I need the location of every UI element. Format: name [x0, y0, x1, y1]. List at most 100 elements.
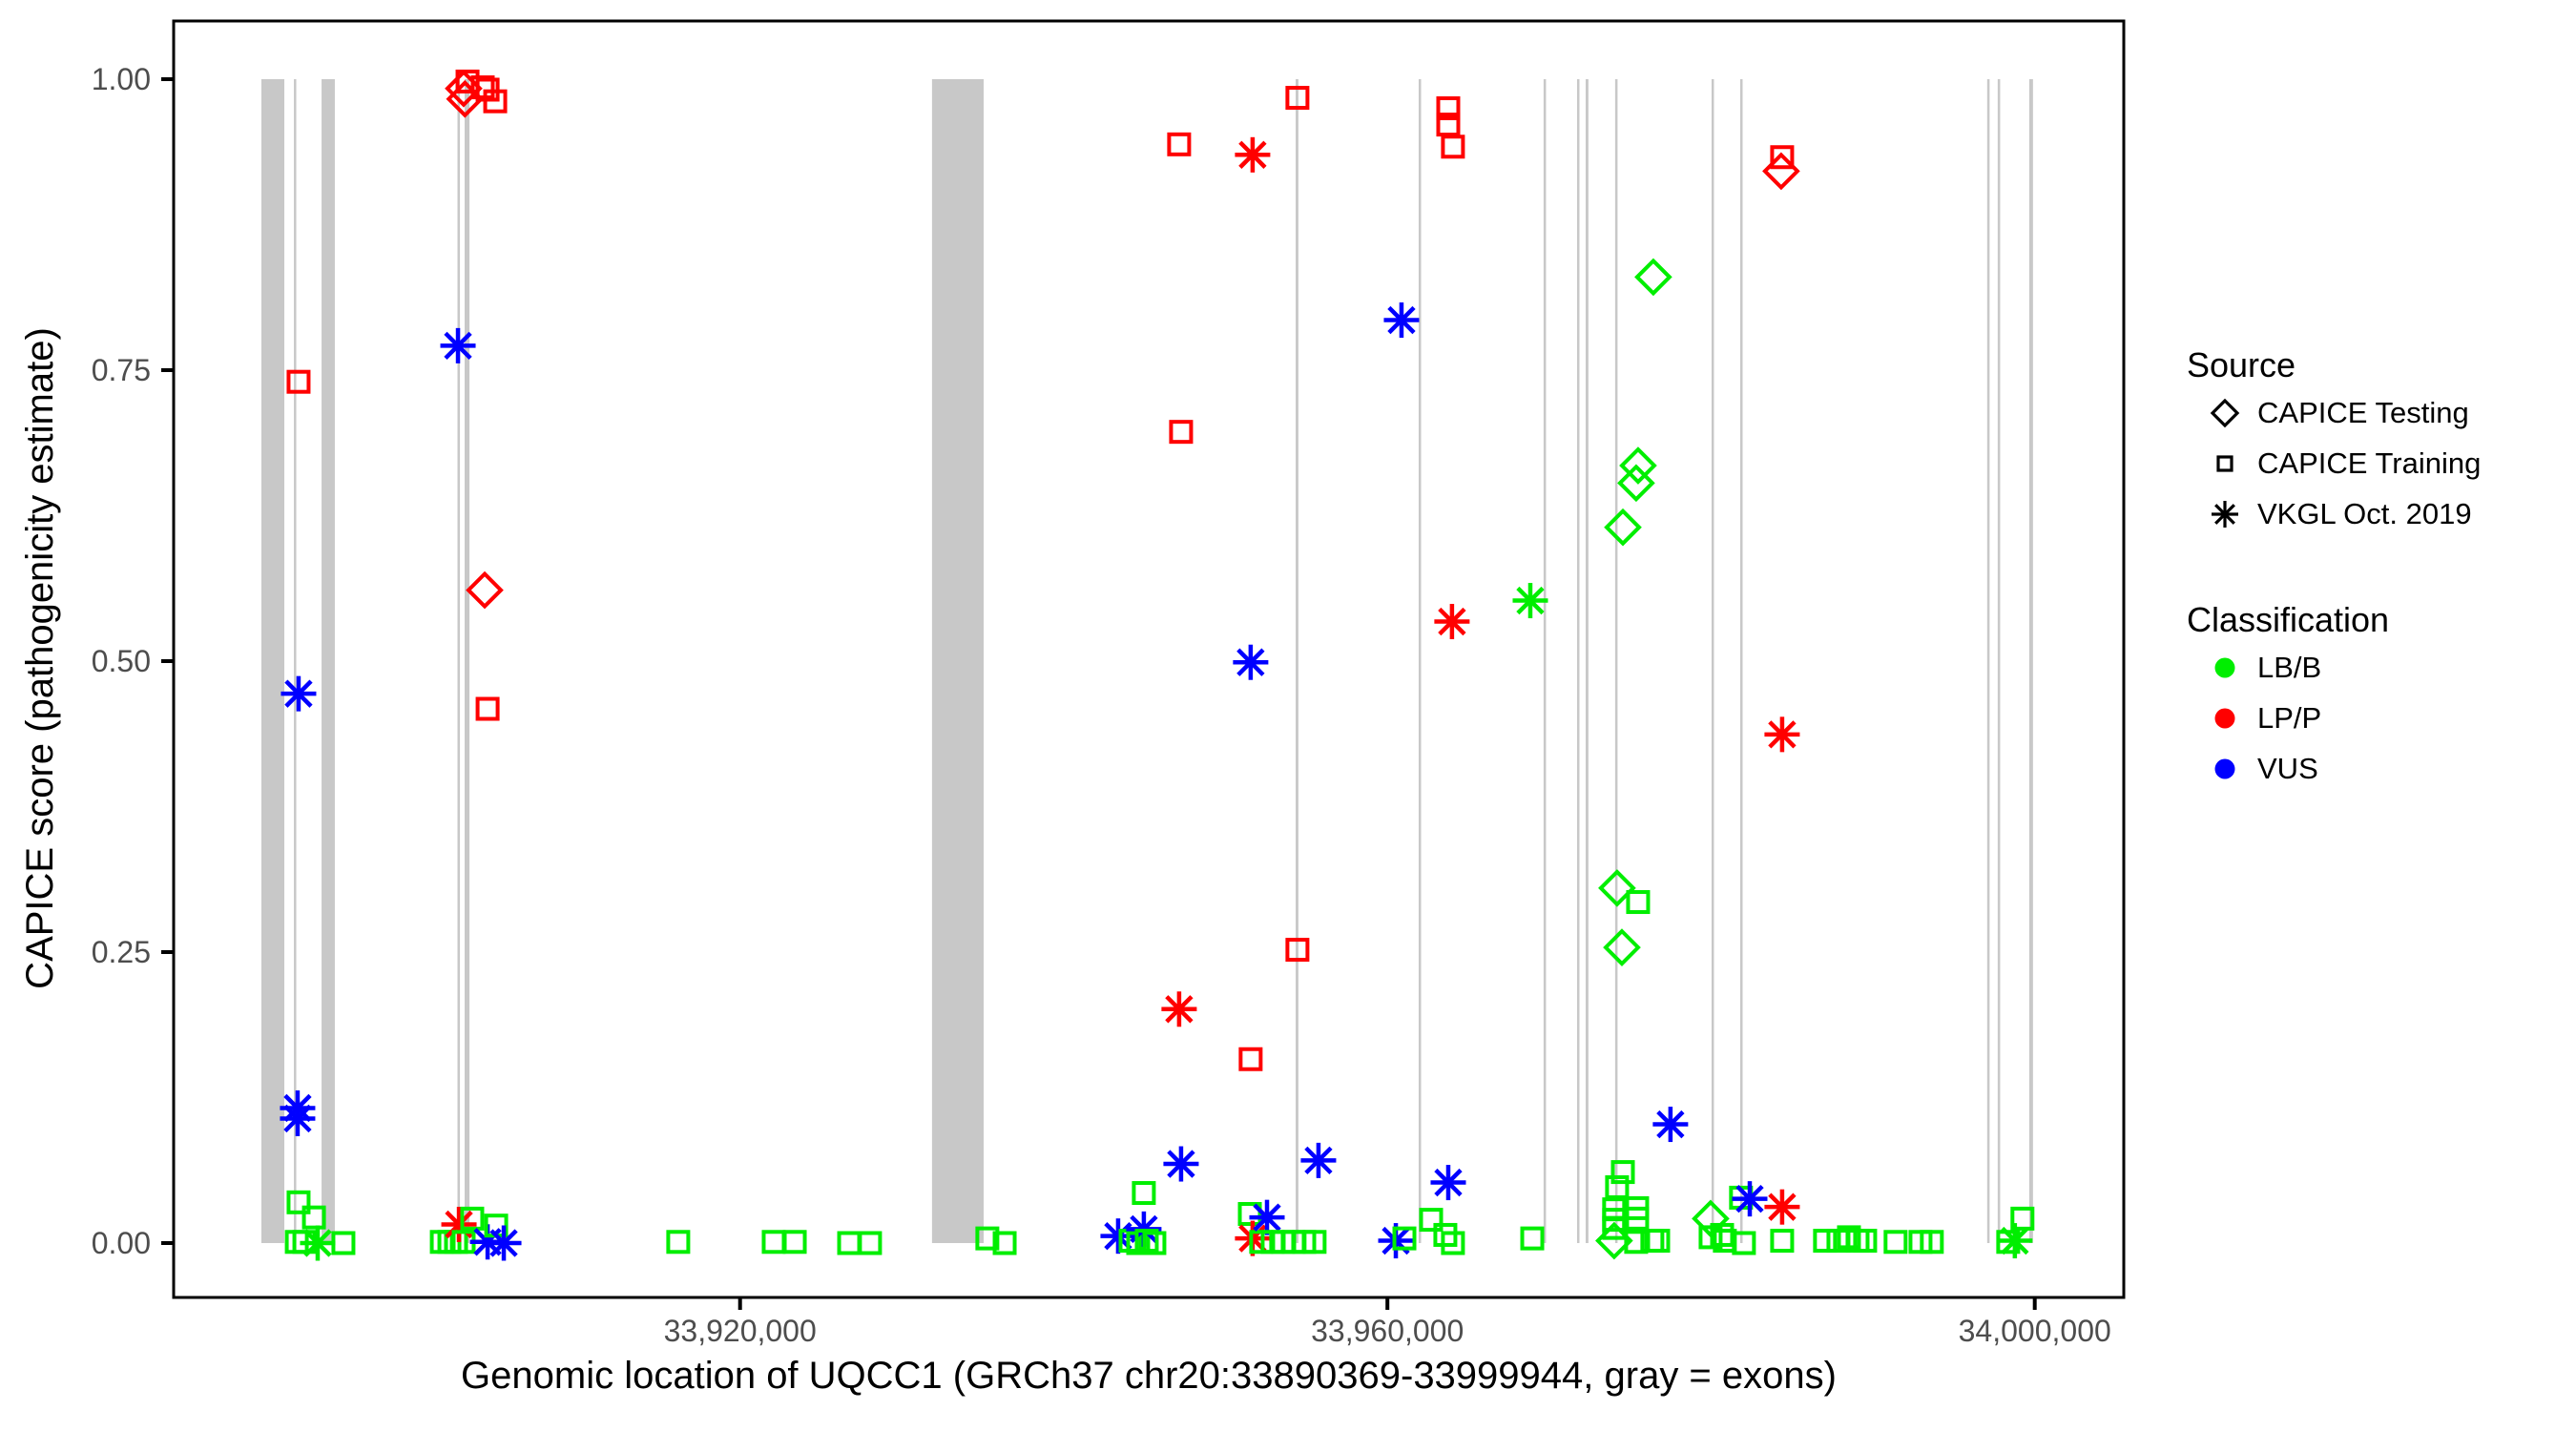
point-square — [1441, 1231, 1465, 1255]
point-square — [1626, 890, 1651, 915]
exon-bar — [464, 79, 470, 1243]
exon-bar — [1296, 79, 1298, 1243]
y-tick-label: 0.50 — [92, 644, 151, 678]
point-square — [301, 1205, 326, 1230]
exon-bar — [1997, 79, 2001, 1243]
point-diamond — [1634, 258, 1672, 297]
blue-dot-icon — [2214, 758, 2235, 778]
point-square — [782, 1230, 807, 1255]
point-asterisk — [1383, 302, 1420, 339]
point-asterisk — [441, 1206, 477, 1242]
y-tick-label: 0.75 — [92, 353, 151, 387]
exon-bar — [1418, 79, 1422, 1243]
point-diamond — [1598, 869, 1636, 907]
legend-label: VKGL Oct. 2019 — [2257, 496, 2472, 530]
point-square — [1436, 113, 1461, 137]
point-square — [1169, 420, 1194, 445]
point-square — [1419, 1208, 1444, 1233]
point-square — [1732, 1231, 1756, 1255]
asterisk-icon — [2212, 500, 2238, 528]
point-asterisk — [280, 1100, 316, 1136]
legend-label: VUS — [2257, 751, 2318, 785]
point-square — [1132, 1181, 1156, 1206]
legend-label: CAPICE Training — [2257, 446, 2482, 480]
x-tick-label: 33,960,000 — [1311, 1314, 1464, 1348]
point-asterisk — [1652, 1107, 1689, 1143]
point-asterisk — [1732, 1181, 1768, 1217]
point-asterisk — [1249, 1199, 1285, 1235]
point-square — [1602, 1215, 1627, 1240]
point-square — [1813, 1229, 1838, 1254]
point-square — [286, 369, 311, 394]
legend-label: LB/B — [2257, 650, 2322, 684]
exon-bar — [260, 79, 285, 1243]
exon-bar — [1585, 79, 1589, 1243]
legend: Source CAPICE Testing CAPICE Training — [2187, 343, 2568, 794]
point-asterisk — [300, 1225, 336, 1261]
point-square — [1237, 1202, 1262, 1226]
y-axis-title: CAPICE score (pathogenicity estimate) — [19, 327, 61, 989]
point-square — [1167, 132, 1192, 156]
point-asterisk — [1434, 604, 1470, 640]
point-square — [470, 75, 495, 100]
point-square — [1441, 135, 1465, 159]
point-square — [1883, 1230, 1908, 1255]
point-asterisk — [1100, 1218, 1136, 1255]
point-square — [975, 1226, 1000, 1251]
point-square — [483, 89, 508, 114]
exon-bar — [1739, 79, 1743, 1243]
legend-item-vus: VUS — [2187, 743, 2568, 794]
point-diamond — [1603, 928, 1641, 966]
square-icon — [2216, 454, 2233, 472]
red-dot-icon — [2214, 708, 2235, 728]
point-square — [858, 1231, 883, 1255]
point-square — [475, 696, 500, 721]
exon-bar — [457, 79, 461, 1243]
point-asterisk — [1764, 716, 1800, 753]
point-asterisk — [1430, 1165, 1466, 1201]
point-square — [992, 1231, 1017, 1255]
legend-label: CAPICE Testing — [2257, 395, 2469, 429]
point-diamond — [1617, 464, 1655, 503]
exon-bar — [294, 79, 297, 1243]
x-tick-label: 33,920,000 — [664, 1314, 817, 1348]
legend-item-capice-training: CAPICE Training — [2187, 438, 2568, 488]
point-square — [1302, 1230, 1327, 1255]
point-diamond — [466, 570, 504, 610]
point-square — [2010, 1206, 2035, 1231]
point-asterisk — [1161, 991, 1197, 1027]
point-square — [1142, 1231, 1167, 1255]
legend-label: LP/P — [2257, 700, 2322, 735]
exon-bar — [1986, 79, 1990, 1243]
exon-bar — [931, 79, 984, 1243]
legend-item-vkgl: VKGL Oct. 2019 — [2187, 488, 2568, 539]
legend-item-lbb: LB/B — [2187, 642, 2568, 693]
y-tick-label: 1.00 — [92, 62, 151, 96]
green-dot-icon — [2214, 657, 2235, 677]
legend-item-capice-testing: CAPICE Testing — [2187, 387, 2568, 438]
point-asterisk — [1300, 1142, 1337, 1178]
point-square — [1770, 145, 1795, 170]
point-square — [331, 1231, 356, 1255]
legend-classification-title: Classification — [2187, 600, 2390, 639]
y-tick-label: 0.25 — [92, 935, 151, 969]
point-square — [1610, 1160, 1635, 1185]
exon-bar — [322, 79, 335, 1243]
point-square — [1625, 1206, 1650, 1231]
point-square — [666, 1230, 691, 1255]
point-square — [1285, 938, 1310, 963]
point-square — [1238, 1047, 1263, 1071]
diamond-icon — [2210, 398, 2240, 427]
point-square — [761, 1230, 786, 1255]
exon-bar — [2028, 79, 2033, 1243]
point-square — [1285, 86, 1310, 111]
point-square — [1646, 1229, 1671, 1254]
x-tick-label: 34,000,000 — [1959, 1314, 2111, 1348]
point-asterisk — [440, 327, 476, 363]
point-square — [1920, 1230, 1944, 1255]
point-square — [1134, 1229, 1159, 1254]
point-square — [460, 1206, 485, 1231]
point-square — [286, 1190, 311, 1214]
